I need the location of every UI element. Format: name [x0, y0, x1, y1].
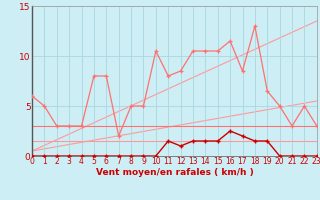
X-axis label: Vent moyen/en rafales ( km/h ): Vent moyen/en rafales ( km/h ): [96, 168, 253, 177]
